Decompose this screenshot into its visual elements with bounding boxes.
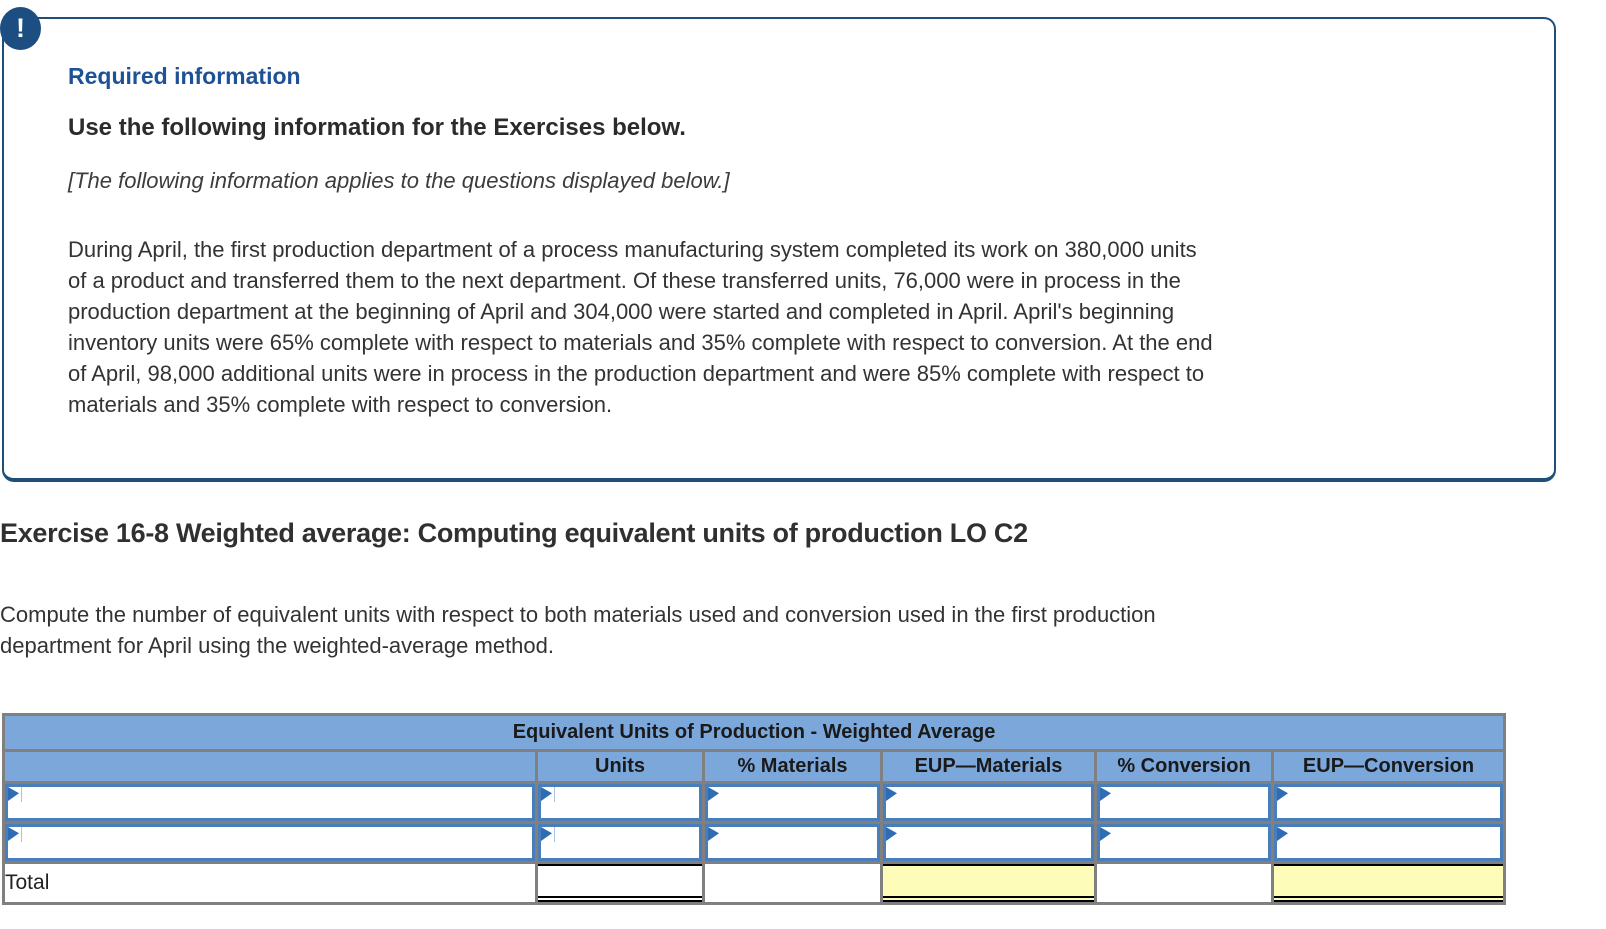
total-pct-conversion-cell [1094,861,1274,905]
input-marker-icon [708,827,719,841]
required-information-heading: Required information [68,63,301,89]
alert-icon: ! [0,7,41,50]
scenario-line-1: During April, the first production depar… [68,237,1197,262]
use-information-heading: Use the following information for the Ex… [68,114,686,141]
input-cell-r1-units[interactable] [538,784,702,821]
column-header-eup-conversion: EUP—Conversion [1270,749,1507,784]
input-cell-r1-pct-materials[interactable] [705,784,880,821]
cursor-caret-icon [21,787,22,802]
input-marker-icon [1277,787,1288,801]
input-marker-icon [886,787,897,801]
column-header-blank [2,749,538,784]
input-cell-r2-pct-materials[interactable] [705,824,880,861]
total-pct-materials-cell [702,861,883,905]
table-title: Equivalent Units of Production - Weighte… [1,713,1507,752]
input-marker-icon [1100,827,1111,841]
input-cell-r2-pct-conversion[interactable] [1097,824,1271,861]
column-header-eup-materials: EUP—Materials [880,749,1097,784]
required-info-panel: ! Required information Use the following… [0,7,1556,482]
table-row-total: Total [2,861,1507,905]
total-units-cell [538,864,702,902]
cursor-caret-icon [554,787,555,802]
input-marker-icon [1277,827,1288,841]
column-header-pct-materials: % Materials [702,749,883,784]
input-marker-icon [8,787,19,801]
eup-table: Equivalent Units of Production - Weighte… [1,713,1507,905]
column-header-units: Units [535,749,705,784]
input-marker-icon [1100,787,1111,801]
scenario-line-2: of a product and transferred them to the… [68,268,1181,293]
scenario-line-6: materials and 35% complete with respect … [68,392,613,417]
input-cell-r1-eup-materials[interactable] [883,784,1094,821]
input-cell-r2-label[interactable] [5,824,535,861]
exercise-title: Exercise 16-8 Weighted average: Computin… [0,518,1028,548]
table-row [2,821,1507,864]
total-eup-conversion-cell [1274,864,1504,902]
cursor-caret-icon [21,827,22,842]
input-cell-r1-pct-conversion[interactable] [1097,784,1271,821]
instructions-line-1: Compute the number of equivalent units w… [0,602,1156,627]
input-marker-icon [541,827,552,841]
scenario-line-3: production department at the beginning o… [68,299,1175,324]
input-cell-r2-units[interactable] [538,824,702,861]
scenario-paragraph: During April, the first production depar… [68,234,1490,420]
scenario-line-5: of April, 98,000 additional units were i… [68,361,1205,386]
input-marker-icon [886,827,897,841]
input-marker-icon [708,787,719,801]
input-cell-r2-eup-conversion[interactable] [1274,824,1504,861]
exercise-instructions: Compute the number of equivalent units w… [0,599,1606,661]
column-header-pct-conversion: % Conversion [1094,749,1274,784]
cursor-caret-icon [554,827,555,842]
input-marker-icon [8,827,19,841]
instructions-line-2: department for April using the weighted-… [0,633,554,658]
input-cell-r1-label[interactable] [5,784,535,821]
input-marker-icon [541,787,552,801]
total-eup-materials-cell [883,864,1094,902]
applies-note: [The following information applies to th… [68,168,730,193]
scenario-line-4: inventory units were 65% complete with r… [68,330,1213,355]
table-row [2,781,1507,824]
input-cell-r1-eup-conversion[interactable] [1274,784,1504,821]
input-cell-r2-eup-materials[interactable] [883,824,1094,861]
total-label: Total [2,861,538,905]
